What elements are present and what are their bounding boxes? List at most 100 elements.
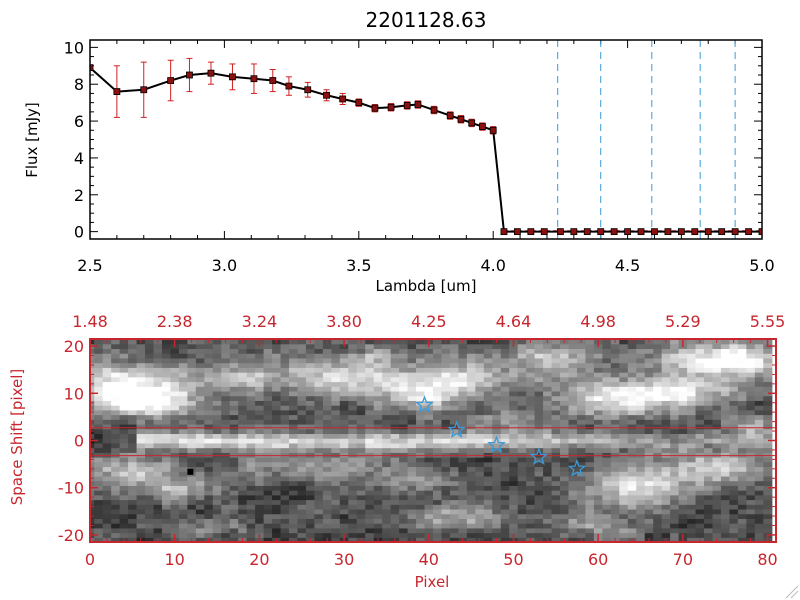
heatmap-cell bbox=[551, 386, 561, 392]
heatmap-cell bbox=[729, 372, 739, 378]
heatmap-cell bbox=[517, 518, 527, 524]
heatmap-cell bbox=[636, 357, 646, 364]
heatmap-cell bbox=[382, 504, 392, 510]
heatmap-cell bbox=[263, 537, 273, 542]
heatmap-cell bbox=[229, 376, 239, 383]
heatmap-cell bbox=[458, 386, 468, 392]
heatmap-cell bbox=[356, 461, 366, 468]
heatmap-cell bbox=[212, 400, 222, 406]
heatmap-cell bbox=[153, 490, 163, 496]
heatmap-cell bbox=[678, 409, 688, 416]
resize-grip[interactable] bbox=[785, 585, 799, 599]
heatmap-cell bbox=[238, 390, 248, 397]
heatmap-cell bbox=[458, 423, 468, 430]
heatmap-cell bbox=[136, 376, 146, 383]
heatmap-cell bbox=[636, 471, 646, 477]
heatmap-cell bbox=[720, 409, 731, 416]
heatmap-cell bbox=[433, 475, 443, 482]
heatmap-cell bbox=[712, 447, 722, 453]
heatmap-cell bbox=[619, 494, 629, 501]
heatmap-cell bbox=[390, 485, 400, 491]
heatmap-cell bbox=[170, 353, 180, 359]
heatmap-cell bbox=[458, 409, 468, 416]
heatmap-cell bbox=[153, 381, 163, 387]
heatmap-cell bbox=[543, 504, 553, 510]
heatmap-cell bbox=[102, 485, 112, 491]
heatmap-cell bbox=[712, 405, 722, 411]
heatmap-cell bbox=[322, 381, 332, 387]
heatmap-cell bbox=[297, 485, 307, 491]
source-star-marker bbox=[415, 395, 434, 414]
heatmap-cell bbox=[331, 513, 341, 519]
heatmap-cell bbox=[297, 362, 307, 368]
heatmap-cell bbox=[763, 485, 773, 491]
heatmap-cell bbox=[763, 480, 773, 486]
heatmap-cell bbox=[314, 414, 324, 420]
heatmap-cell bbox=[678, 357, 688, 364]
heatmap-cell bbox=[305, 428, 316, 435]
heatmap-cell bbox=[153, 466, 163, 472]
heatmap-cell bbox=[297, 504, 307, 510]
heatmap-cell bbox=[187, 452, 197, 458]
heatmap-cell bbox=[289, 466, 299, 472]
heatmap-cell bbox=[602, 348, 612, 354]
heatmap-cell bbox=[424, 405, 434, 411]
heatmap-cell bbox=[695, 348, 705, 354]
heatmap-cell bbox=[331, 348, 341, 354]
heatmap-cell bbox=[492, 461, 502, 468]
heatmap-cell bbox=[331, 362, 341, 368]
heatmap-cell bbox=[509, 423, 519, 430]
heatmap-cell bbox=[644, 414, 654, 420]
heatmap-cell bbox=[128, 490, 138, 496]
heatmap-cell bbox=[399, 419, 409, 425]
heatmap-cell bbox=[483, 367, 493, 373]
heatmap-cell bbox=[119, 475, 129, 482]
top-ylabel: Flux [mJy] bbox=[23, 102, 41, 178]
heatmap-cell bbox=[695, 381, 705, 387]
heatmap-cell bbox=[348, 423, 358, 430]
heatmap-cell bbox=[720, 339, 731, 345]
heatmap-cell bbox=[687, 400, 697, 406]
heatmap-cell bbox=[754, 339, 764, 345]
heatmap-cell bbox=[627, 428, 637, 435]
heatmap-cell bbox=[627, 475, 637, 482]
data-point bbox=[140, 86, 148, 94]
heatmap-cell bbox=[111, 357, 121, 364]
heatmap-cell bbox=[576, 400, 587, 406]
heatmap-cell bbox=[407, 343, 417, 350]
heatmap-cell bbox=[136, 428, 146, 435]
heatmap-cell bbox=[136, 457, 146, 463]
heatmap-cell bbox=[356, 372, 366, 378]
heatmap-cell bbox=[576, 457, 587, 463]
heatmap-cell bbox=[754, 362, 764, 368]
heatmap-cell bbox=[153, 376, 163, 383]
heatmap-cell bbox=[212, 381, 222, 387]
heatmap-cell bbox=[492, 513, 502, 519]
heatmap-cell bbox=[441, 357, 451, 364]
heatmap-cell bbox=[602, 485, 612, 491]
heatmap-cell bbox=[627, 527, 637, 534]
heatmap-cell bbox=[305, 447, 316, 453]
heatmap-cell bbox=[568, 527, 578, 534]
heatmap-cell bbox=[212, 508, 222, 515]
heatmap-cell bbox=[517, 466, 527, 472]
heatmap-cell bbox=[636, 494, 646, 501]
heatmap-cell bbox=[653, 466, 663, 472]
heatmap-cell bbox=[195, 357, 205, 364]
heatmap-cell bbox=[272, 466, 282, 472]
heatmap-cell bbox=[280, 433, 290, 439]
data-point bbox=[731, 228, 739, 236]
heatmap-cell bbox=[670, 428, 680, 435]
heatmap-cell bbox=[399, 367, 409, 373]
heatmap-cell bbox=[272, 423, 282, 430]
heatmap-cell bbox=[407, 428, 417, 435]
heatmap-cell bbox=[720, 513, 731, 519]
heatmap-cell bbox=[263, 475, 273, 482]
heatmap-cell bbox=[136, 400, 146, 406]
heatmap-cell bbox=[509, 376, 519, 383]
heatmap-cell bbox=[687, 523, 697, 529]
heatmap-cell bbox=[737, 409, 747, 416]
heatmap-cell bbox=[297, 357, 307, 364]
heatmap-cell bbox=[187, 494, 197, 501]
data-point bbox=[691, 228, 699, 236]
